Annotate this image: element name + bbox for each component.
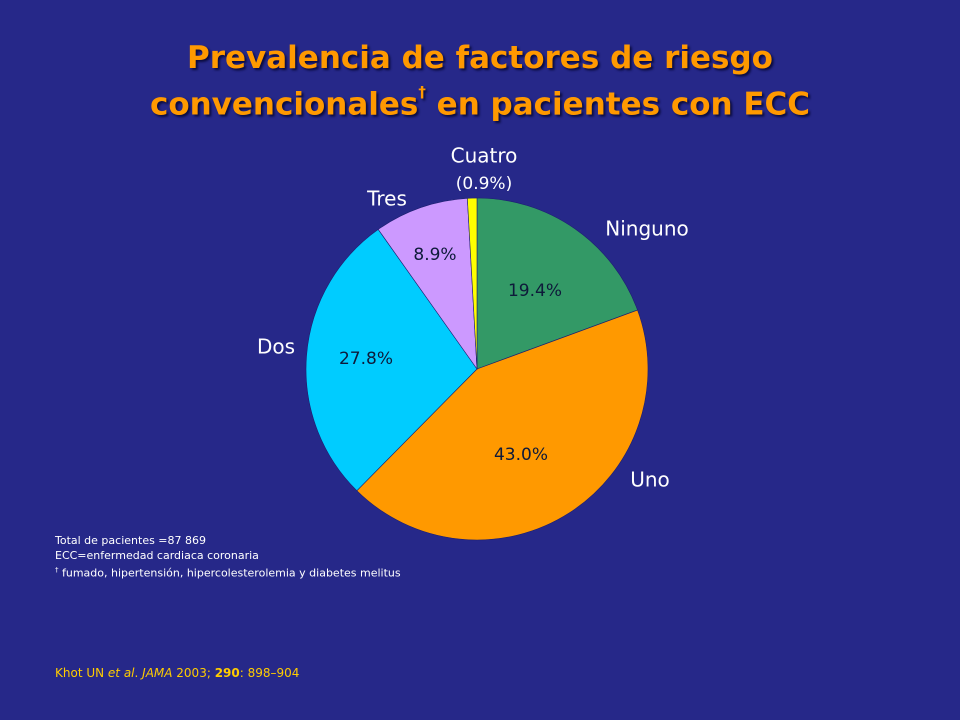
value-label-uno: 43.0% — [494, 445, 548, 465]
value-label-cuatro: (0.9%) — [456, 174, 512, 194]
citation-journal: JAMA — [142, 666, 173, 680]
title-line-2: convencionales† en pacientes con ECC — [0, 78, 960, 124]
pie-slice-cuatro — [467, 197, 478, 370]
title-dagger: † — [418, 83, 426, 101]
citation: Khot UN et al. JAMA 2003; 290: 898–904 — [55, 666, 299, 680]
pie-slice-tres — [377, 197, 478, 371]
pie-slice-dos — [305, 228, 478, 492]
pie-slice-ninguno — [476, 197, 638, 370]
footnote-dagger: † — [55, 566, 59, 574]
citation-year: 2003; — [172, 666, 215, 680]
footnotes: Total de pacientes =87 869 ECC=enfermeda… — [55, 533, 401, 581]
citation-dot: . — [134, 666, 143, 680]
category-label-cuatro: Cuatro — [451, 144, 518, 168]
footnote-total: Total de pacientes =87 869 — [55, 534, 207, 547]
value-label-tres: 8.9% — [413, 245, 456, 265]
citation-volume: 290 — [214, 666, 240, 680]
title-line-1: Prevalencia de factores de riesgo — [187, 40, 773, 76]
category-label-uno: Uno — [630, 468, 670, 492]
footnote-ecc: ECC=enfermedad cardiaca coronaria — [55, 549, 259, 562]
category-label-dos: Dos — [257, 335, 295, 359]
pie-slice-uno — [356, 309, 649, 541]
value-label-ninguno: 19.4% — [508, 281, 562, 301]
category-label-ninguno: Ninguno — [605, 217, 688, 241]
value-label-dos: 27.8% — [339, 349, 393, 369]
footnote-factors-text: fumado, hipertensión, hipercolesterolemi… — [58, 566, 401, 580]
title-line-2-start: convencionales — [149, 86, 419, 123]
category-label-tres: Tres — [366, 187, 407, 211]
title-line-2-end: en pacientes con ECC — [425, 86, 811, 123]
citation-authors: Khot UN — [55, 666, 108, 680]
footnote-factors: † fumado, hipertensión, hipercolesterole… — [55, 563, 401, 581]
citation-etal: et al — [107, 666, 135, 680]
citation-pages: : 898–904 — [239, 666, 300, 680]
slide-title: Prevalencia de factores de riesgo conven… — [0, 38, 960, 124]
